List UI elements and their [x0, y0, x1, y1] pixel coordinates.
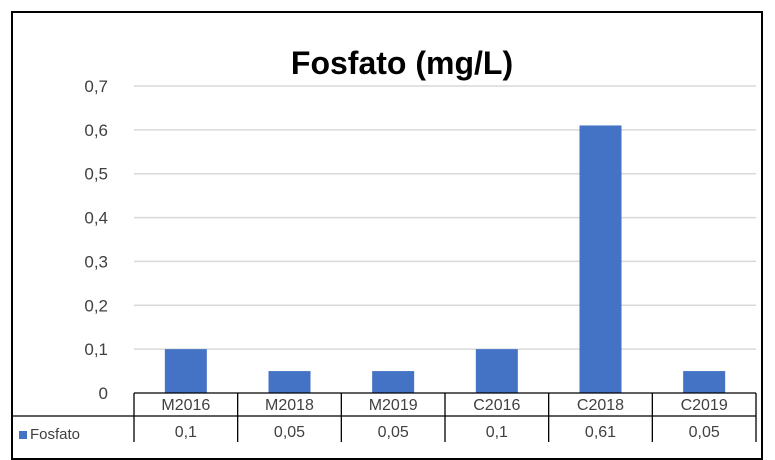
x-tick-label: C2018 [577, 397, 624, 414]
y-tick-label: 0,6 [84, 121, 108, 140]
data-table-cell: 0,05 [274, 424, 305, 441]
bar [475, 349, 518, 393]
y-tick-label: 0,1 [84, 340, 108, 359]
x-tick-label: C2019 [681, 397, 728, 414]
data-table-cell: 0,1 [486, 424, 508, 441]
bar [372, 371, 415, 393]
x-tick-label: M2019 [369, 397, 418, 414]
y-tick-label: 0 [99, 384, 108, 403]
y-tick-label: 0,3 [84, 252, 108, 271]
gridlines [134, 85, 756, 350]
y-tick-label: 0,5 [84, 165, 108, 184]
y-axis-tick-labels: 0 0,1 0,2 0,3 0,4 0,5 0,6 0,7 [84, 77, 108, 403]
x-tick-label: M2016 [161, 397, 210, 414]
bar [683, 371, 726, 393]
data-table: M2016 M2018 M2019 C2016 C2018 C2019 Fosfato 0,1… [13, 392, 757, 443]
data-table-cell: 0,1 [175, 424, 197, 441]
x-tick-label: M2018 [265, 397, 314, 414]
x-tick-label: C2016 [473, 397, 520, 414]
data-table-cell: 0,61 [585, 424, 616, 441]
bars [164, 125, 726, 393]
data-table-cell: 0,05 [689, 424, 720, 441]
y-tick-label: 0,4 [84, 209, 108, 228]
bar [579, 125, 622, 393]
data-table-cell: 0,05 [378, 424, 409, 441]
chart-title: Fosfato (mg/L) [291, 45, 513, 81]
legend-label: Fosfato [30, 426, 80, 443]
bar [268, 371, 311, 393]
legend-swatch [19, 431, 27, 439]
y-tick-label: 0,7 [84, 77, 108, 96]
y-tick-label: 0,2 [84, 296, 108, 315]
bar [164, 349, 207, 393]
